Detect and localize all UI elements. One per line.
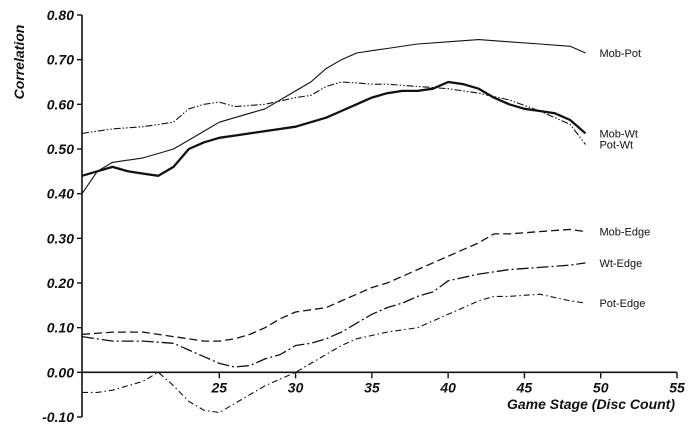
series-label-mob-edge: Mob-Edge [599,227,650,239]
x-axis-title: Game Stage (Disc Count) [507,396,675,412]
x-tick-label: 45 [516,379,533,395]
x-tick-label: 35 [364,379,380,395]
y-tick-label: 0.00 [47,364,74,380]
x-tick-label: 40 [439,379,456,395]
axes-layer [81,15,677,417]
series-label-pot-wt: Pot-Wt [599,140,633,152]
y-tick-label: 0.20 [47,275,74,291]
series-label-wt-edge: Wt-Edge [599,258,642,270]
series-line-mob-pot [81,39,586,195]
series-line-pot-wt [81,81,586,145]
y-tick-label: -0.10 [42,409,74,425]
series-layer [81,39,587,414]
series-label-mob-pot: Mob-Pot [599,48,641,60]
series-label-pot-edge: Pot-Edge [599,298,645,310]
y-axis-title: Correlation [11,25,27,100]
series-line-wt-edge [81,262,586,368]
x-tick-label: 25 [211,379,228,395]
y-tick-label: 0.60 [47,96,74,112]
x-tick-label: 55 [669,379,685,395]
y-tick-label: 0.50 [47,141,74,157]
x-tick-label: 30 [288,379,304,395]
series-line-mob-edge [81,228,586,342]
y-tick-label: 0.40 [47,186,74,202]
series-line-pot-edge [82,293,586,414]
series-label-mob-wt: Mob-Wt [599,128,638,140]
ticks-layer: 0.80 0.70 0.60 0.50 0.40 0.30 0.20 0.10 0.00 -0.1… [42,7,685,425]
y-tick-label: 0.80 [47,7,74,23]
x-tick-label: 50 [593,379,609,395]
series-line-mob-wt [81,80,587,177]
y-tick-label: 0.10 [47,320,74,336]
y-tick-label: 0.30 [47,230,74,246]
y-tick-label: 0.70 [47,52,74,68]
